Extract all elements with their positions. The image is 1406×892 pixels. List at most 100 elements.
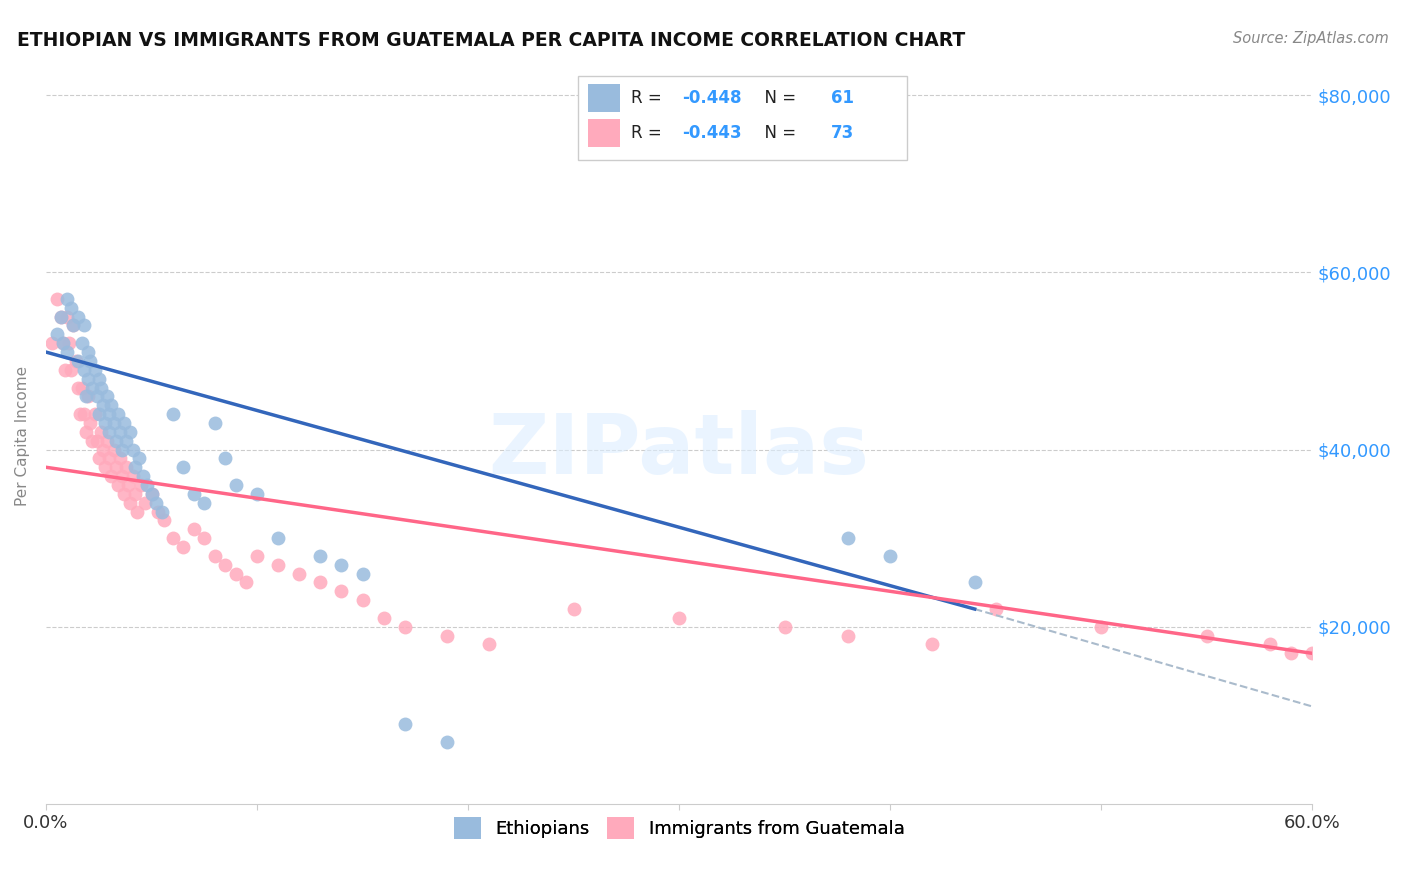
- Point: [56, 292, 79, 306]
- Point: [352, 593, 374, 607]
- Point: [225, 566, 247, 581]
- Text: N =: N =: [754, 124, 801, 142]
- Point: [183, 487, 205, 501]
- Point: [162, 407, 184, 421]
- Point: [56, 310, 79, 324]
- Point: [668, 611, 690, 625]
- Point: [352, 566, 374, 581]
- Point: [98, 425, 121, 439]
- Point: [309, 549, 332, 563]
- Point: [62, 318, 84, 333]
- Point: [79, 354, 101, 368]
- Point: [193, 496, 215, 510]
- Point: [73, 363, 96, 377]
- Point: [111, 442, 134, 457]
- Point: [91, 442, 114, 457]
- Point: [478, 638, 501, 652]
- Point: [96, 389, 118, 403]
- Point: [1258, 638, 1281, 652]
- Point: [394, 620, 416, 634]
- Point: [921, 638, 943, 652]
- Point: [129, 478, 152, 492]
- Point: [141, 487, 163, 501]
- Point: [79, 416, 101, 430]
- Point: [235, 575, 257, 590]
- Point: [107, 407, 129, 421]
- Point: [77, 345, 100, 359]
- Point: [132, 469, 155, 483]
- Point: [100, 398, 122, 412]
- Point: [83, 407, 105, 421]
- Point: [98, 451, 121, 466]
- Point: [125, 505, 148, 519]
- Point: [117, 478, 139, 492]
- Text: ZIPatlas: ZIPatlas: [489, 410, 870, 491]
- Point: [145, 496, 167, 510]
- Point: [150, 505, 173, 519]
- Point: [75, 425, 97, 439]
- Point: [87, 372, 110, 386]
- Point: [49, 310, 72, 324]
- Point: [73, 318, 96, 333]
- Point: [49, 310, 72, 324]
- Point: [120, 496, 142, 510]
- Text: ETHIOPIAN VS IMMIGRANTS FROM GUATEMALA PER CAPITA INCOME CORRELATION CHART: ETHIOPIAN VS IMMIGRANTS FROM GUATEMALA P…: [17, 31, 965, 50]
- Point: [65, 354, 87, 368]
- Point: [112, 487, 135, 501]
- Point: [193, 531, 215, 545]
- Point: [60, 363, 83, 377]
- Point: [96, 434, 118, 448]
- Point: [214, 451, 236, 466]
- Point: [153, 513, 176, 527]
- Point: [1195, 629, 1218, 643]
- Point: [87, 451, 110, 466]
- Point: [225, 478, 247, 492]
- Point: [41, 336, 63, 351]
- Bar: [588, 84, 620, 112]
- Point: [86, 434, 108, 448]
- Point: [66, 310, 89, 324]
- Point: [288, 566, 311, 581]
- Point: [104, 460, 127, 475]
- Point: [214, 558, 236, 572]
- Point: [124, 460, 146, 475]
- Point: [66, 380, 89, 394]
- Point: [121, 442, 143, 457]
- Y-axis label: Per Capita Income: Per Capita Income: [15, 367, 30, 507]
- Point: [86, 389, 108, 403]
- Point: [204, 416, 226, 430]
- Text: 73: 73: [831, 124, 855, 142]
- Point: [70, 336, 93, 351]
- Point: [115, 460, 138, 475]
- Point: [87, 407, 110, 421]
- Point: [1301, 646, 1323, 660]
- Bar: [588, 120, 620, 147]
- Point: [267, 558, 290, 572]
- Point: [70, 380, 93, 394]
- Point: [62, 318, 84, 333]
- Point: [963, 575, 986, 590]
- Point: [90, 425, 112, 439]
- Point: [75, 389, 97, 403]
- Point: [98, 407, 121, 421]
- Point: [136, 478, 159, 492]
- Point: [115, 434, 138, 448]
- Point: [134, 496, 156, 510]
- Point: [60, 301, 83, 315]
- Point: [108, 451, 131, 466]
- Point: [394, 717, 416, 731]
- Bar: [578, 76, 907, 161]
- Point: [162, 531, 184, 545]
- Point: [984, 602, 1007, 616]
- Point: [1279, 646, 1302, 660]
- Point: [45, 327, 67, 342]
- Point: [100, 469, 122, 483]
- Point: [103, 416, 125, 430]
- Text: R =: R =: [631, 124, 666, 142]
- Point: [45, 292, 67, 306]
- Point: [183, 522, 205, 536]
- Point: [141, 487, 163, 501]
- Point: [146, 505, 169, 519]
- Point: [56, 345, 79, 359]
- Point: [77, 372, 100, 386]
